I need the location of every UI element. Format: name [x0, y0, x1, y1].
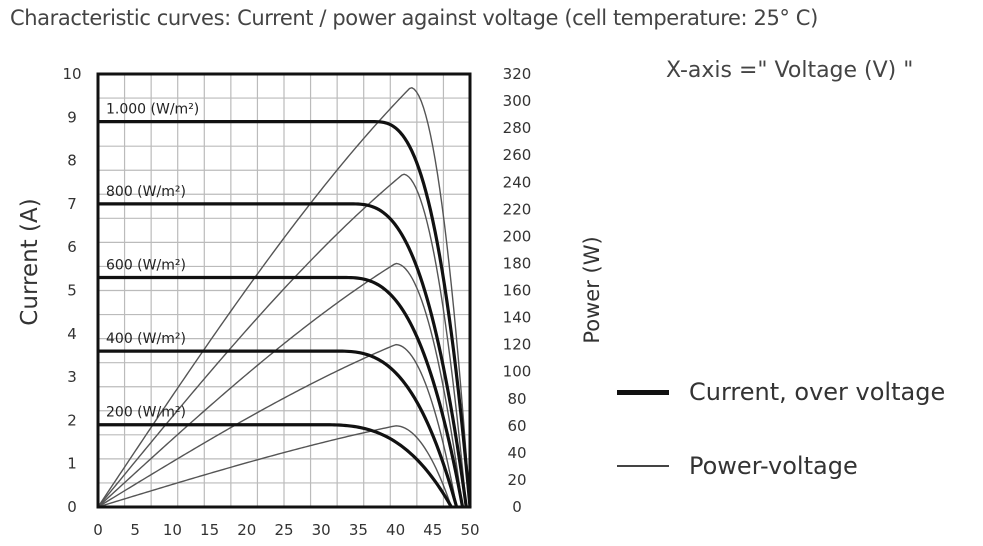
- x-tick-labels: 0 5 10 15 20 25 30 35 40 45 50: [93, 521, 479, 539]
- y-right-tick-label: 320: [503, 65, 532, 83]
- plot-frame: [96, 72, 472, 509]
- y-left-tick-label: 7: [67, 195, 77, 213]
- legend-item-power: Power-voltage: [617, 452, 858, 480]
- y-right-tick-label: 180: [503, 254, 532, 272]
- x-tick-label: 15: [200, 521, 219, 539]
- irradiance-label: 200 (W/m²): [106, 405, 186, 421]
- current-curves: [98, 120, 472, 508]
- x-tick-label: 35: [349, 521, 368, 539]
- power-curve: [97, 86, 471, 508]
- current-curve: [98, 120, 472, 508]
- x-tick-label: 30: [312, 521, 331, 539]
- y-left-tick-label: 0: [67, 498, 77, 516]
- y-right-tick-label: 220: [503, 200, 532, 218]
- y-left-tick-label: 6: [67, 238, 77, 256]
- y-left-tick-label: 8: [67, 152, 77, 170]
- y-left-tick-labels: 0 1 2 3 4 5 6 7 8 9 10: [62, 65, 81, 516]
- chart-title: Characteristic curves: Current / power a…: [10, 6, 818, 30]
- y-right-tick-label: 140: [503, 309, 532, 327]
- x-tick-label: 45: [423, 521, 442, 539]
- x-axis-note: X-axis =" Voltage (V) ": [666, 58, 914, 83]
- legend-item-current: Current, over voltage: [617, 378, 945, 406]
- y-right-tick-label: 200: [503, 227, 532, 245]
- y-right-tick-label: 280: [503, 119, 532, 137]
- y-right-tick-label: 40: [507, 444, 526, 462]
- x-tick-label: 0: [93, 521, 103, 539]
- y-left-tick-label: 10: [62, 65, 81, 83]
- power-curve: [97, 173, 467, 508]
- y-left-tick-label: 1: [67, 455, 77, 473]
- x-tick-label: 5: [130, 521, 140, 539]
- legend-swatch-thick: [617, 389, 669, 395]
- x-tick-label: 50: [460, 521, 479, 539]
- power-curves: [97, 86, 471, 508]
- y-right-tick-label: 120: [503, 336, 532, 354]
- x-tick-label: 20: [237, 521, 256, 539]
- y-right-tick-label: 300: [503, 92, 532, 110]
- y-left-tick-label: 2: [67, 411, 77, 429]
- irradiance-label: 800 (W/m²): [106, 184, 186, 200]
- y-right-tick-label: 80: [507, 390, 526, 408]
- irradiance-labels: 1.000 (W/m²) 800 (W/m²) 600 (W/m²) 400 (W/m…: [106, 102, 199, 421]
- x-tick-label: 40: [386, 521, 405, 539]
- y-left-tick-label: 5: [67, 282, 77, 300]
- current-curve: [98, 202, 468, 508]
- y-right-tick-label: 0: [512, 498, 522, 516]
- y-right-tick-label: 100: [503, 363, 532, 381]
- y-right-tick-label: 60: [507, 417, 526, 435]
- y-right-tick-label: 260: [503, 146, 532, 164]
- irradiance-label: 1.000 (W/m²): [106, 102, 199, 118]
- y-right-tick-label: 240: [503, 173, 532, 191]
- y-left-tick-label: 3: [67, 368, 77, 386]
- power-curve: [97, 425, 453, 508]
- current-curve: [98, 275, 465, 508]
- current-curve: [98, 423, 453, 508]
- power-curve: [97, 262, 464, 508]
- y-left-tick-label: 4: [67, 325, 77, 343]
- y-right-tick-label: 160: [503, 282, 532, 300]
- irradiance-label: 400 (W/m²): [106, 331, 186, 347]
- y-right-tick-labels: 0 20 40 60 80 100 120 140 160 180 200 220 240 260 280 3…: [503, 65, 532, 516]
- legend-label-power: Power-voltage: [689, 452, 858, 480]
- grid: [98, 74, 470, 507]
- x-tick-label: 10: [163, 521, 182, 539]
- current-curve: [98, 349, 459, 508]
- x-tick-label: 25: [274, 521, 293, 539]
- irradiance-label: 600 (W/m²): [106, 258, 186, 274]
- y-right-tick-label: 20: [507, 471, 526, 489]
- legend-swatch-thin: [617, 465, 669, 467]
- power-curve: [97, 343, 458, 508]
- y-left-tick-label: 9: [67, 108, 77, 126]
- legend-label-current: Current, over voltage: [689, 378, 946, 406]
